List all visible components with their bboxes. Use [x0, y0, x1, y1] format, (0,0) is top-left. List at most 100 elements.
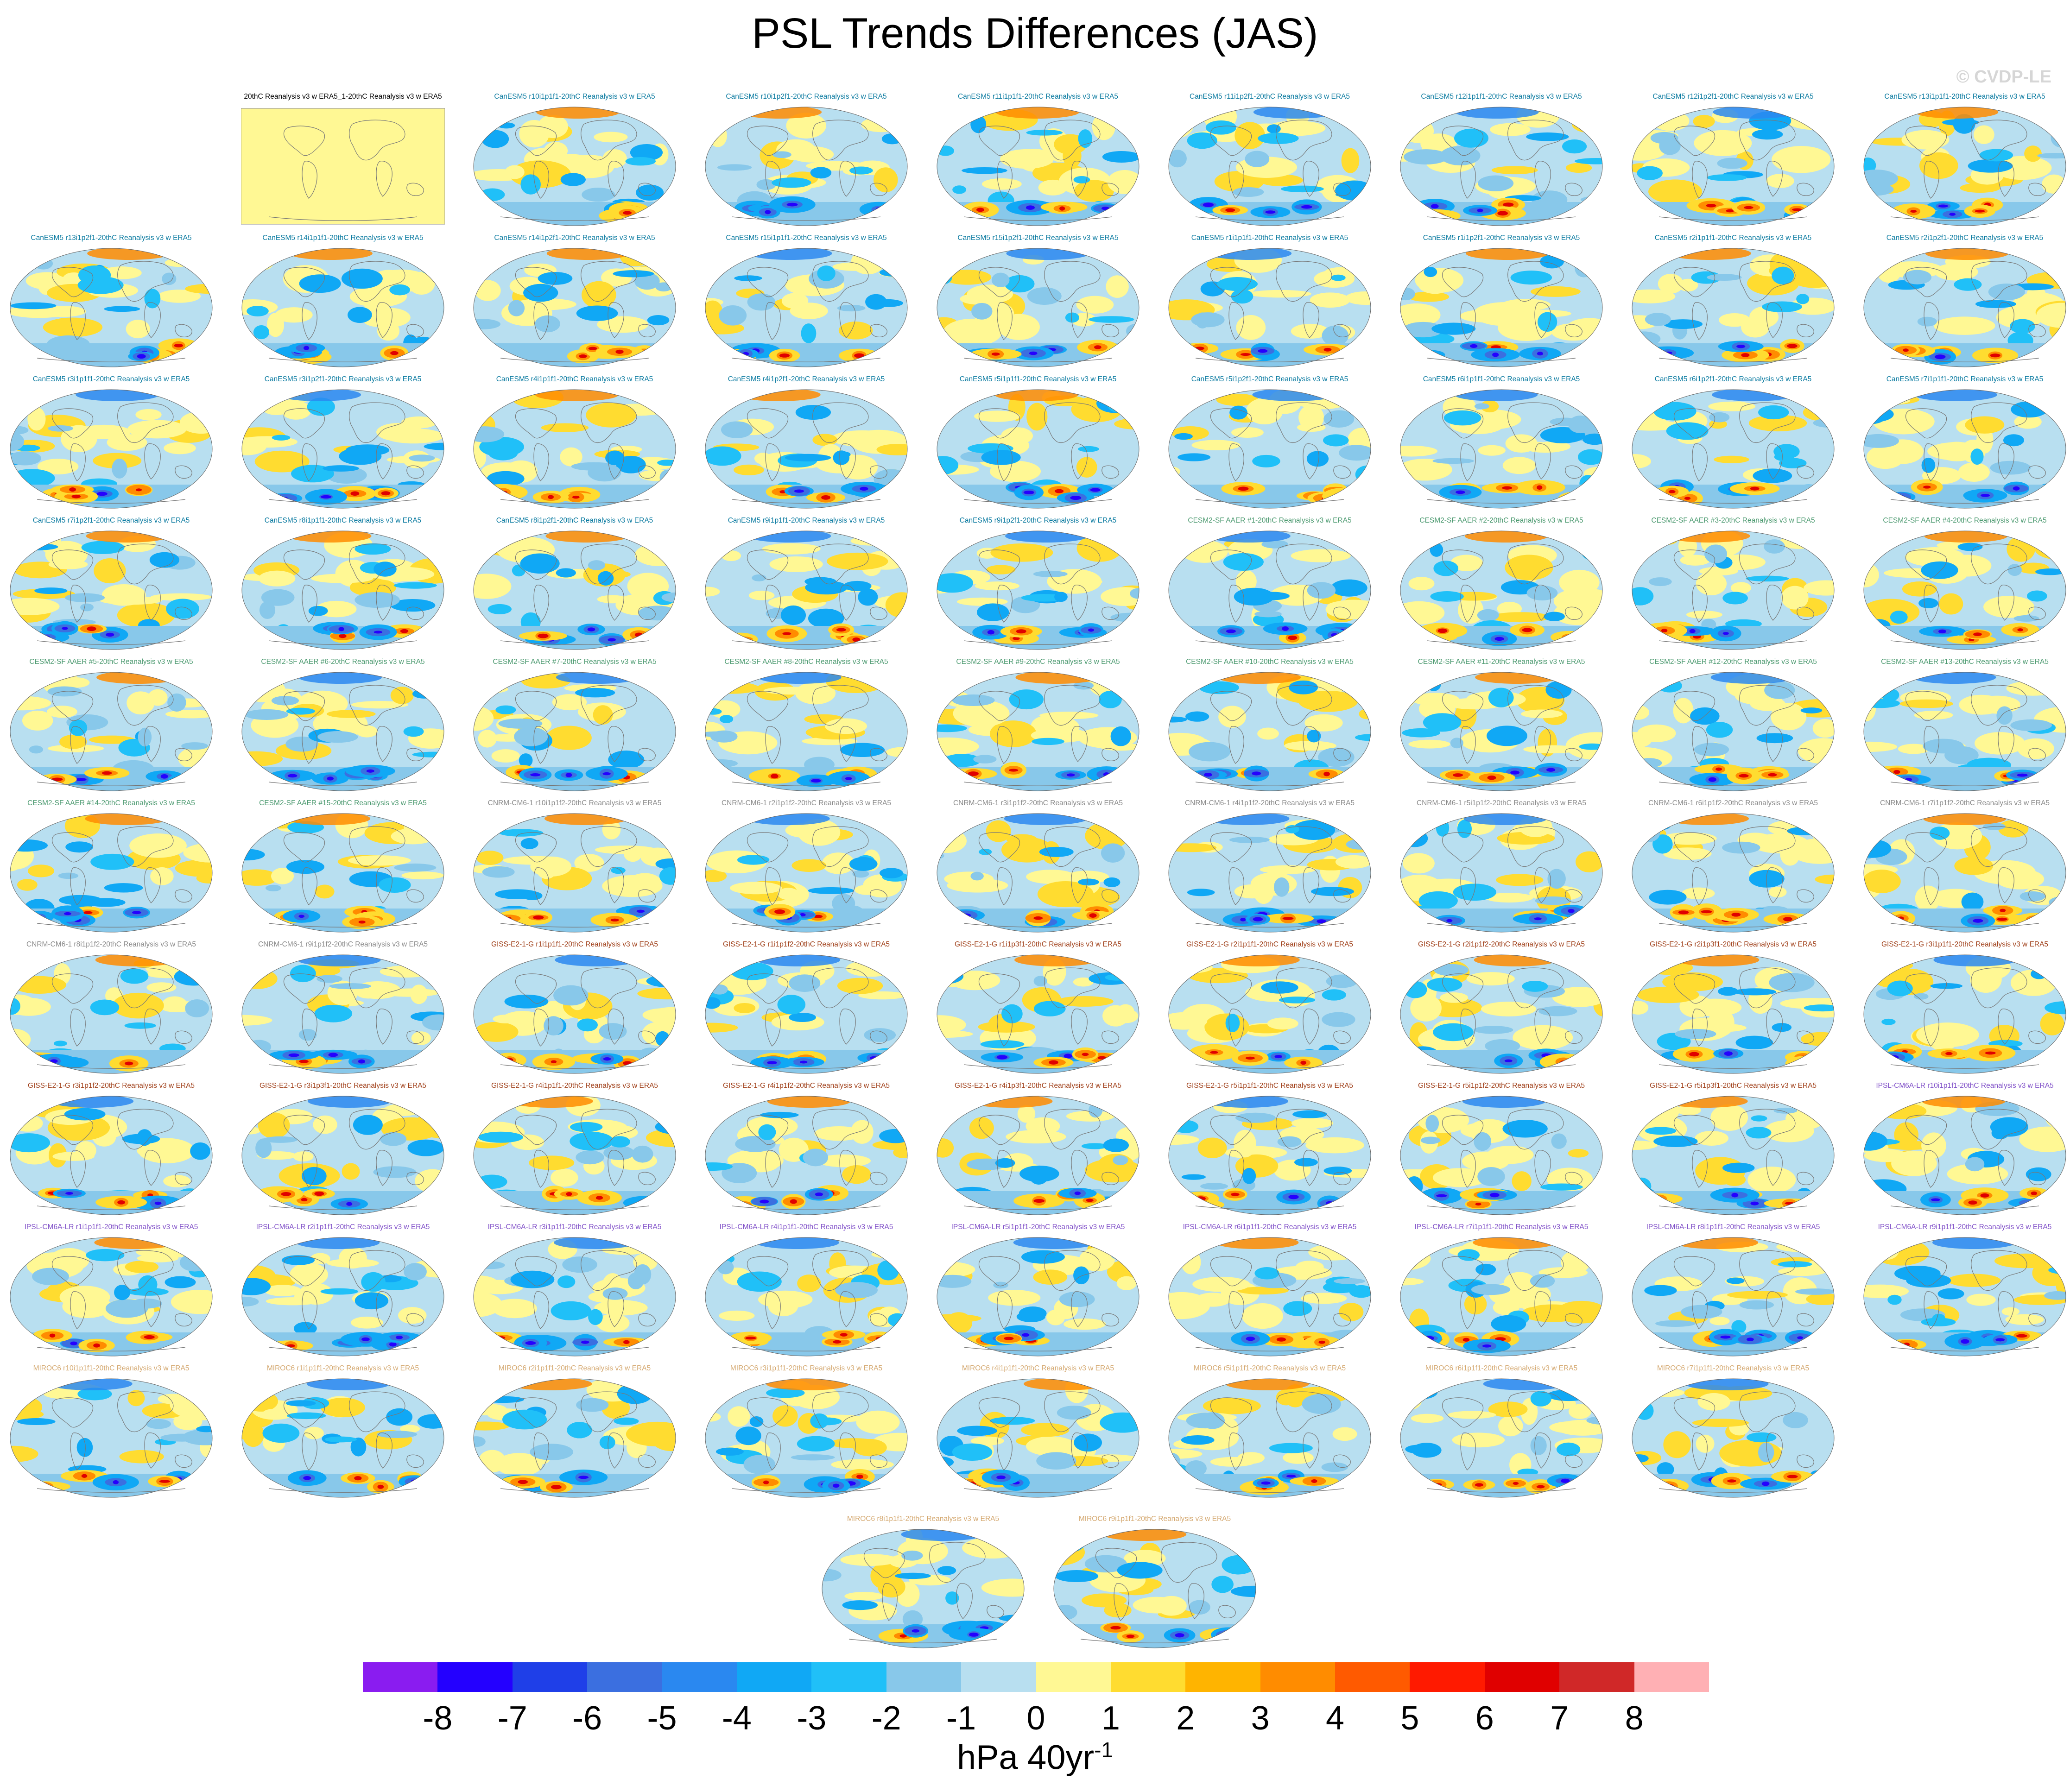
trend-map [937, 107, 1139, 226]
trend-map [1168, 1237, 1371, 1357]
trend-map [1632, 672, 1835, 791]
panel-title: IPSL-CM6A-LR r7i1p1f1-20thC Reanalysis v… [1414, 1223, 1589, 1231]
trend-map [1168, 530, 1371, 650]
map-panel: MIROC6 r6i1p1f1-20thC Reanalysis v3 w ER… [1399, 1364, 1603, 1499]
map-panel: CanESM5 r9i1p1f1-20thC Reanalysis v3 w E… [704, 517, 908, 651]
map-panel: CNRM-CM6-1 r8i1p1f2-20thC Reanalysis v3 … [9, 940, 213, 1075]
map-panel: GISS-E2-1-G r4i1p1f1-20thC Reanalysis v3… [473, 1082, 677, 1216]
panel-title: IPSL-CM6A-LR r8i1p1f1-20thC Reanalysis v… [1646, 1223, 1820, 1231]
panel-title: CESM2-SF AAER #4-20thC Reanalysis v3 w E… [1883, 517, 2047, 524]
map-panel: CESM2-SF AAER #15-20thC Reanalysis v3 w … [241, 799, 445, 934]
trend-map [1168, 1096, 1371, 1215]
trend-map [1632, 107, 1835, 226]
colorbar-tick-label: -6 [572, 1700, 602, 1737]
panel-title: CNRM-CM6-1 r6i1p1f2-20thC Reanalysis v3 … [1648, 799, 1818, 807]
colorbar-swatch [1260, 1662, 1336, 1692]
trend-map [1863, 1237, 2066, 1357]
panel-title: MIROC6 r4i1p1f1-20thC Reanalysis v3 w ER… [962, 1364, 1114, 1372]
trend-map [1400, 389, 1603, 509]
trend-map [1053, 1529, 1256, 1648]
panel-title: GISS-E2-1-G r3i1p1f1-20thC Reanalysis v3… [1881, 940, 2049, 948]
map-panel: CanESM5 r1i1p2f1-20thC Reanalysis v3 w E… [1399, 234, 1603, 368]
map-panel: IPSL-CM6A-LR r3i1p1f1-20thC Reanalysis v… [473, 1223, 677, 1357]
map-panel: MIROC6 r1i1p1f1-20thC Reanalysis v3 w ER… [241, 1364, 445, 1499]
panel-title: CNRM-CM6-1 r10i1p1f2-20thC Reanalysis v3… [487, 799, 662, 807]
panel-title: CESM2-SF AAER #8-20thC Reanalysis v3 w E… [724, 658, 888, 666]
map-panel: MIROC6 r5i1p1f1-20thC Reanalysis v3 w ER… [1168, 1364, 1372, 1499]
trend-map [1863, 1096, 2066, 1215]
panel-title: CESM2-SF AAER #14-20thC Reanalysis v3 w … [27, 799, 195, 807]
map-panel: CNRM-CM6-1 r7i1p1f2-20thC Reanalysis v3 … [1863, 799, 2067, 934]
map-panel: CESM2-SF AAER #2-20thC Reanalysis v3 w E… [1399, 517, 1603, 651]
map-panel: CESM2-SF AAER #4-20thC Reanalysis v3 w E… [1863, 517, 2067, 651]
map-panel: CESM2-SF AAER #8-20thC Reanalysis v3 w E… [704, 658, 908, 792]
map-panel: CanESM5 r2i1p1f1-20thC Reanalysis v3 w E… [1631, 234, 1835, 368]
map-panel: CNRM-CM6-1 r2i1p1f2-20thC Reanalysis v3 … [704, 799, 908, 934]
trend-map [1400, 954, 1603, 1074]
trend-map [1168, 248, 1371, 367]
panel-title: CanESM5 r1i1p2f1-20thC Reanalysis v3 w E… [1423, 234, 1580, 242]
trend-map [473, 1237, 676, 1357]
trend-map [473, 954, 676, 1074]
panel-title: CESM2-SF AAER #1-20thC Reanalysis v3 w E… [1188, 517, 1352, 524]
panel-title: MIROC6 r10i1p1f1-20thC Reanalysis v3 w E… [33, 1364, 190, 1372]
panel-title: CNRM-CM6-1 r9i1p1f2-20thC Reanalysis v3 … [258, 940, 428, 948]
panel-title: IPSL-CM6A-LR r3i1p1f1-20thC Reanalysis v… [487, 1223, 662, 1231]
trend-map [822, 1529, 1025, 1648]
colorbar-swatch [811, 1662, 887, 1692]
trend-map [473, 530, 676, 650]
map-panel: CESM2-SF AAER #6-20thC Reanalysis v3 w E… [241, 658, 445, 792]
map-panel: CanESM5 r9i1p2f1-20thC Reanalysis v3 w E… [936, 517, 1140, 651]
map-panel: CanESM5 r10i1p2f1-20thC Reanalysis v3 w … [704, 93, 908, 227]
trend-map [1632, 1237, 1835, 1357]
trend-map [1863, 672, 2066, 791]
colorbar-swatch [736, 1662, 812, 1692]
trend-map [473, 248, 676, 367]
trend-map [705, 1096, 908, 1215]
trend-map [241, 530, 444, 650]
colorbar [363, 1662, 1709, 1692]
panel-title: CanESM5 r11i1p1f1-20thC Reanalysis v3 w … [957, 93, 1119, 101]
panel-title: GISS-E2-1-G r5i1p1f1-20thC Reanalysis v3… [1186, 1082, 1354, 1090]
trend-map [705, 1378, 908, 1498]
panel-title: IPSL-CM6A-LR r1i1p1f1-20thC Reanalysis v… [24, 1223, 198, 1231]
trend-map [1632, 813, 1835, 933]
map-panel: IPSL-CM6A-LR r2i1p1f1-20thC Reanalysis v… [241, 1223, 445, 1357]
trend-map [241, 1096, 444, 1215]
map-panel: CESM2-SF AAER #7-20thC Reanalysis v3 w E… [473, 658, 677, 792]
trend-map [241, 108, 445, 225]
trend-map [937, 530, 1139, 650]
panel-title: CanESM5 r4i1p2f1-20thC Reanalysis v3 w E… [728, 375, 885, 383]
panel-title: GISS-E2-1-G r3i1p1f2-20thC Reanalysis v3… [27, 1082, 195, 1090]
panel-title: GISS-E2-1-G r2i1p1f2-20thC Reanalysis v3… [1418, 940, 1585, 948]
colorbar-swatch [1634, 1662, 1709, 1692]
trend-map [937, 1237, 1139, 1357]
panel-title: CNRM-CM6-1 r4i1p1f2-20thC Reanalysis v3 … [1184, 799, 1355, 807]
map-panel: CNRM-CM6-1 r10i1p1f2-20thC Reanalysis v3… [473, 799, 677, 934]
panel-title: MIROC6 r8i1p1f1-20thC Reanalysis v3 w ER… [847, 1515, 1000, 1523]
trend-map [10, 530, 213, 650]
map-panel: GISS-E2-1-G r3i1p1f1-20thC Reanalysis v3… [1863, 940, 2067, 1075]
panel-title: CESM2-SF AAER #10-20thC Reanalysis v3 w … [1186, 658, 1354, 666]
panel-title: MIROC6 r7i1p1f1-20thC Reanalysis v3 w ER… [1657, 1364, 1810, 1372]
trend-map [937, 813, 1139, 933]
trend-map [937, 389, 1139, 509]
panel-title: CNRM-CM6-1 r5i1p1f2-20thC Reanalysis v3 … [1416, 799, 1587, 807]
colorbar-swatch [512, 1662, 588, 1692]
trend-map [10, 1237, 213, 1357]
trend-map [1863, 530, 2066, 650]
panel-title: GISS-E2-1-G r4i1p1f1-20thC Reanalysis v3… [491, 1082, 658, 1090]
panel-title: MIROC6 r1i1p1f1-20thC Reanalysis v3 w ER… [266, 1364, 419, 1372]
colorbar-tick-label: -3 [797, 1700, 827, 1737]
trend-map [705, 954, 908, 1074]
panel-title: MIROC6 r6i1p1f1-20thC Reanalysis v3 w ER… [1425, 1364, 1578, 1372]
trend-map [705, 672, 908, 791]
map-panel: CNRM-CM6-1 r5i1p1f2-20thC Reanalysis v3 … [1399, 799, 1603, 934]
trend-map [705, 813, 908, 933]
panel-title: CanESM5 r3i1p1f1-20thC Reanalysis v3 w E… [32, 375, 190, 383]
map-panel: CESM2-SF AAER #9-20thC Reanalysis v3 w E… [936, 658, 1140, 792]
map-panel: CNRM-CM6-1 r3i1p1f2-20thC Reanalysis v3 … [936, 799, 1140, 934]
trend-map [705, 389, 908, 509]
trend-map [10, 1378, 213, 1498]
units-base: hPa 40yr [956, 1738, 1095, 1777]
